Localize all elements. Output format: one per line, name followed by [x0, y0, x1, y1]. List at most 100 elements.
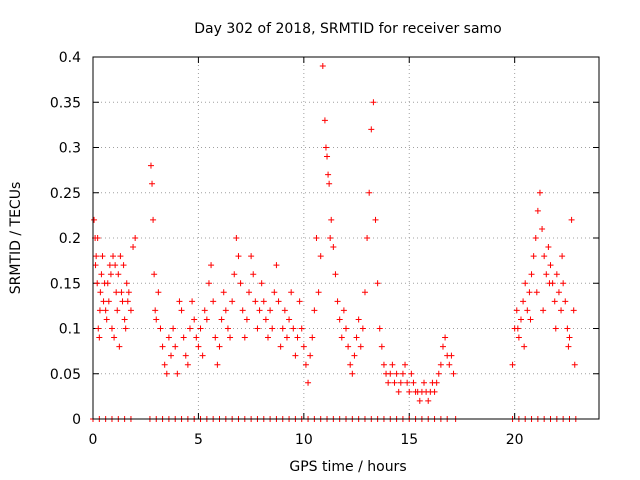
- data-point: [509, 361, 516, 368]
- y-tick-label: 0.05: [50, 367, 81, 383]
- data-point: [351, 352, 358, 359]
- data-point: [174, 370, 181, 377]
- data-point: [562, 298, 569, 305]
- data-point: [300, 343, 307, 350]
- data-point: [514, 325, 521, 332]
- data-point: [376, 325, 383, 332]
- data-point: [528, 271, 535, 278]
- data-point: [368, 126, 375, 133]
- y-tick-label: 0: [72, 412, 81, 428]
- data-point: [159, 343, 166, 350]
- data-point: [536, 189, 543, 196]
- data-point: [425, 397, 432, 404]
- data-point: [132, 235, 139, 241]
- data-point: [117, 253, 124, 260]
- data-point: [437, 361, 444, 368]
- data-point: [389, 361, 396, 368]
- data-point: [546, 280, 553, 287]
- data-point: [197, 325, 204, 332]
- data-point: [571, 361, 578, 368]
- data-point: [191, 316, 198, 323]
- data-point: [296, 298, 303, 305]
- data-point: [431, 388, 438, 395]
- data-point: [99, 253, 106, 260]
- data-point: [203, 316, 210, 323]
- data-point: [218, 316, 225, 323]
- data-point: [527, 316, 534, 323]
- data-point: [112, 262, 119, 269]
- data-point: [408, 370, 415, 377]
- data-point: [317, 253, 324, 260]
- data-point: [421, 379, 428, 386]
- data-point: [214, 361, 221, 368]
- data-point: [319, 63, 326, 70]
- data-point: [279, 325, 286, 332]
- y-tick-label: 0.15: [50, 276, 81, 292]
- data-point: [359, 325, 366, 332]
- data-point: [147, 162, 154, 169]
- data-point: [298, 325, 305, 332]
- data-point: [100, 298, 107, 305]
- data-point: [150, 216, 157, 223]
- data-point: [94, 280, 101, 287]
- data-point: [178, 307, 185, 314]
- data-point: [262, 316, 269, 323]
- data-point: [184, 361, 191, 368]
- y-tick-label: 0.1: [59, 322, 81, 338]
- data-point: [96, 334, 103, 341]
- data-point: [416, 397, 423, 404]
- data-point: [269, 325, 276, 332]
- data-point: [520, 298, 527, 305]
- data-point: [541, 253, 548, 260]
- data-point: [380, 361, 387, 368]
- data-point: [182, 352, 189, 359]
- data-point: [260, 298, 267, 305]
- data-point: [302, 361, 309, 368]
- data-point: [387, 370, 394, 377]
- data-point: [277, 343, 284, 350]
- data-point: [353, 334, 360, 341]
- data-point: [170, 325, 177, 332]
- data-point: [189, 298, 196, 305]
- data-point: [439, 343, 446, 350]
- data-point: [345, 343, 352, 350]
- data-point: [229, 298, 236, 305]
- data-point: [111, 334, 118, 341]
- data-point: [116, 343, 123, 350]
- data-point: [235, 253, 242, 260]
- data-point: [281, 307, 288, 314]
- data-point: [555, 289, 562, 296]
- data-point: [322, 144, 329, 151]
- data-point: [271, 289, 278, 296]
- data-point: [101, 280, 108, 287]
- data-point: [105, 298, 112, 305]
- data-point: [102, 307, 109, 314]
- data-point: [543, 271, 550, 278]
- data-point: [108, 325, 115, 332]
- data-point: [332, 271, 339, 278]
- data-point: [324, 153, 331, 160]
- data-point: [239, 307, 246, 314]
- x-tick-label: 0: [89, 432, 98, 448]
- data-point: [327, 235, 334, 241]
- data-point: [97, 289, 104, 296]
- data-point: [195, 343, 202, 350]
- data-point: [433, 379, 440, 386]
- plot-frame: [92, 56, 600, 420]
- gridlines: [93, 57, 599, 419]
- data-point: [404, 379, 411, 386]
- data-point: [406, 388, 413, 395]
- x-tick-label: 10: [295, 432, 313, 448]
- data-point: [155, 289, 162, 296]
- data-point: [124, 298, 131, 305]
- x-axis-label: GPS time / hours: [289, 459, 406, 475]
- data-point: [243, 316, 250, 323]
- data-point: [237, 280, 244, 287]
- x-tick-label: 20: [506, 432, 524, 448]
- data-point: [366, 189, 373, 196]
- y-tick-label: 0.3: [59, 141, 81, 157]
- data-point: [334, 298, 341, 305]
- data-point: [524, 307, 531, 314]
- data-point: [330, 244, 337, 251]
- data-point: [349, 370, 356, 377]
